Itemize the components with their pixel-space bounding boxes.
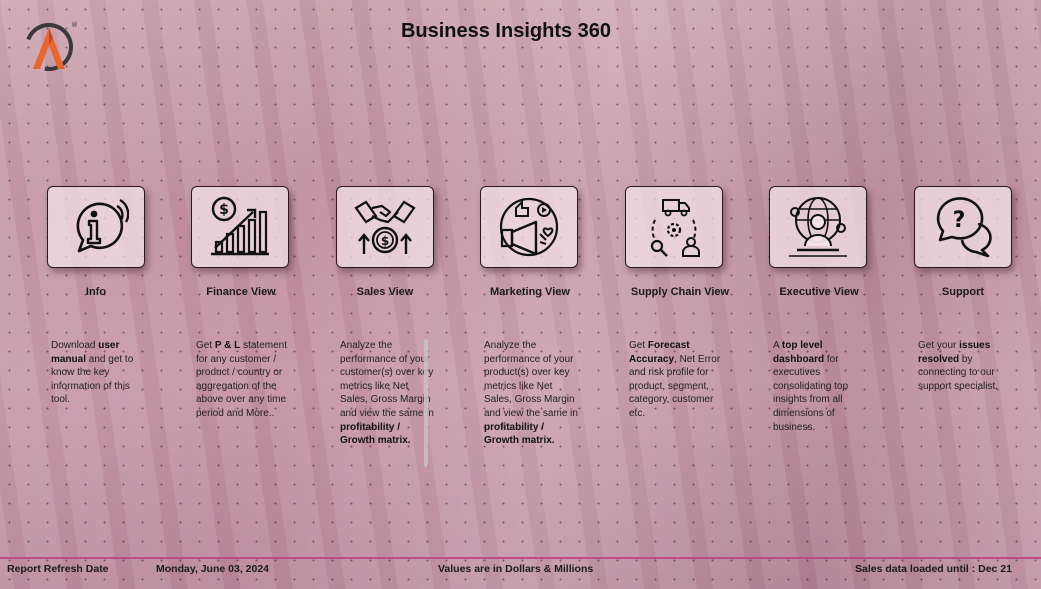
sales-loaded-until: Sales data loaded until : Dec 21: [855, 563, 1012, 575]
sales-desc-scrollbar[interactable]: [424, 339, 428, 467]
card-label-info[interactable]: Info: [85, 286, 107, 298]
card-label-supply-chain-view[interactable]: Supply Chain View: [630, 286, 730, 298]
card-desc-executive-view: A top level dashboard for executives con…: [773, 339, 865, 434]
desc-text: Get: [629, 340, 648, 351]
card-support[interactable]: ?: [914, 186, 1012, 268]
card-supply-chain-view[interactable]: [625, 186, 723, 268]
refresh-date-label: Report Refresh Date: [7, 563, 109, 575]
handshake-icon: $: [354, 200, 416, 254]
card-marketing-view[interactable]: [480, 186, 578, 268]
card-desc-support: Get your issues resolved by connecting t…: [918, 339, 1012, 393]
card-desc-marketing-view: Analyze the performance of your product(…: [484, 339, 578, 448]
card-info[interactable]: [47, 186, 145, 268]
executive-icon: [789, 197, 847, 257]
megaphone-icon: [499, 197, 559, 257]
desc-text: statement for any customer / product / c…: [196, 340, 287, 419]
finance-chart-icon: $: [211, 196, 269, 256]
card-label-executive-view[interactable]: Executive View: [779, 286, 859, 298]
svg-text:?: ?: [953, 208, 966, 233]
card-label-support[interactable]: Support: [941, 286, 985, 298]
desc-text: Get your: [918, 340, 960, 351]
app-logo: ®: [24, 18, 78, 72]
desc-bold-text: profitability / Growth matrix.: [340, 421, 411, 447]
card-sales-view[interactable]: $: [336, 186, 434, 268]
supply-chain-icon: [650, 199, 700, 257]
desc-bold-text: issues resolved: [918, 340, 991, 365]
desc-bold-text: P & L: [214, 340, 241, 351]
card-desc-finance-view: Get P & L statement for any customer / p…: [196, 339, 290, 421]
svg-text:$: $: [219, 202, 229, 218]
desc-bold-text: top level dashboard: [773, 340, 825, 365]
footer-divider: [0, 557, 1041, 559]
card-executive-view[interactable]: [769, 186, 867, 268]
desc-text: , Net Error and risk profile for product…: [629, 353, 721, 419]
card-finance-view[interactable]: $: [191, 186, 289, 268]
svg-text:$: $: [381, 234, 389, 248]
desc-bold-text: user manual: [51, 340, 120, 365]
desc-text: A: [773, 340, 782, 351]
card-label-finance-view[interactable]: Finance View: [206, 286, 276, 298]
desc-text: by connecting to our support specialist.: [918, 353, 999, 392]
desc-text: and get to know the key information of t…: [51, 353, 134, 406]
desc-text: Analyze the performance of your product(…: [484, 340, 578, 419]
card-label-sales-view[interactable]: Sales View: [356, 286, 414, 298]
desc-bold-text: profitability / Growth matrix.: [484, 421, 555, 447]
logo-registered-mark: ®: [71, 21, 78, 29]
units-note: Values are in Dollars & Millions: [438, 563, 594, 575]
support-chat-icon: ?: [936, 197, 992, 258]
page-title: Business Insights 360: [400, 20, 612, 42]
desc-text: Download: [51, 340, 99, 351]
desc-text: Get: [196, 340, 215, 351]
desc-text: for executives consolidating top insight…: [773, 353, 849, 433]
desc-bold-text: Forecast Accuracy: [629, 340, 690, 365]
info-icon: [76, 198, 129, 253]
desc-text: Analyze the performance of your customer…: [340, 340, 434, 419]
card-desc-info: Download user manual and get to know the…: [51, 339, 145, 407]
card-label-marketing-view[interactable]: Marketing View: [490, 286, 570, 298]
refresh-date-value: Monday, June 03, 2024: [156, 563, 270, 575]
card-desc-supply-chain-view: Get Forecast Accuracy, Net Error and ris…: [629, 339, 723, 421]
card-desc-sales-view: Analyze the performance of your customer…: [340, 339, 434, 472]
